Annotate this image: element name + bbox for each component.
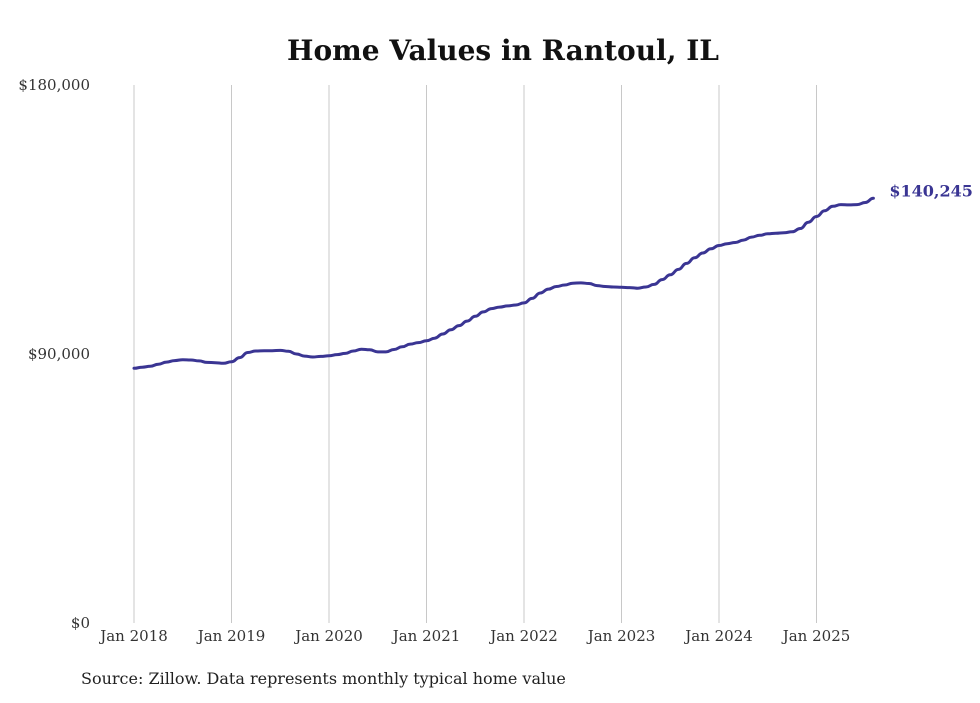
y-tick-label: $180,000 bbox=[18, 76, 90, 94]
x-tick-label: Jan 2022 bbox=[488, 627, 558, 645]
x-tick-label: Jan 2023 bbox=[586, 627, 656, 645]
series-layer bbox=[132, 196, 875, 370]
x-tick-label: Jan 2020 bbox=[293, 627, 363, 645]
x-tick-label: Jan 2024 bbox=[683, 627, 753, 645]
y-tick-label: $90,000 bbox=[28, 345, 90, 363]
y-tick-label: $0 bbox=[71, 614, 90, 632]
end-value-label: $140,245 bbox=[889, 181, 973, 200]
x-axis-ticks: Jan 2018 Jan 2019 Jan 2020 Jan 2021 Jan 2022… bbox=[98, 627, 850, 645]
grid-lines bbox=[133, 85, 817, 623]
x-tick-label: Jan 2025 bbox=[781, 627, 851, 645]
x-tick-label: Jan 2019 bbox=[196, 627, 266, 645]
x-tick-label: Jan 2018 bbox=[98, 627, 168, 645]
source-note: Source: Zillow. Data represents monthly … bbox=[81, 669, 566, 688]
series-line bbox=[132, 196, 875, 370]
chart-title: Home Values in Rantoul, IL bbox=[287, 34, 719, 67]
x-tick-label: Jan 2021 bbox=[391, 627, 461, 645]
y-axis-ticks: $0 $90,000 $180,000 bbox=[18, 76, 90, 632]
